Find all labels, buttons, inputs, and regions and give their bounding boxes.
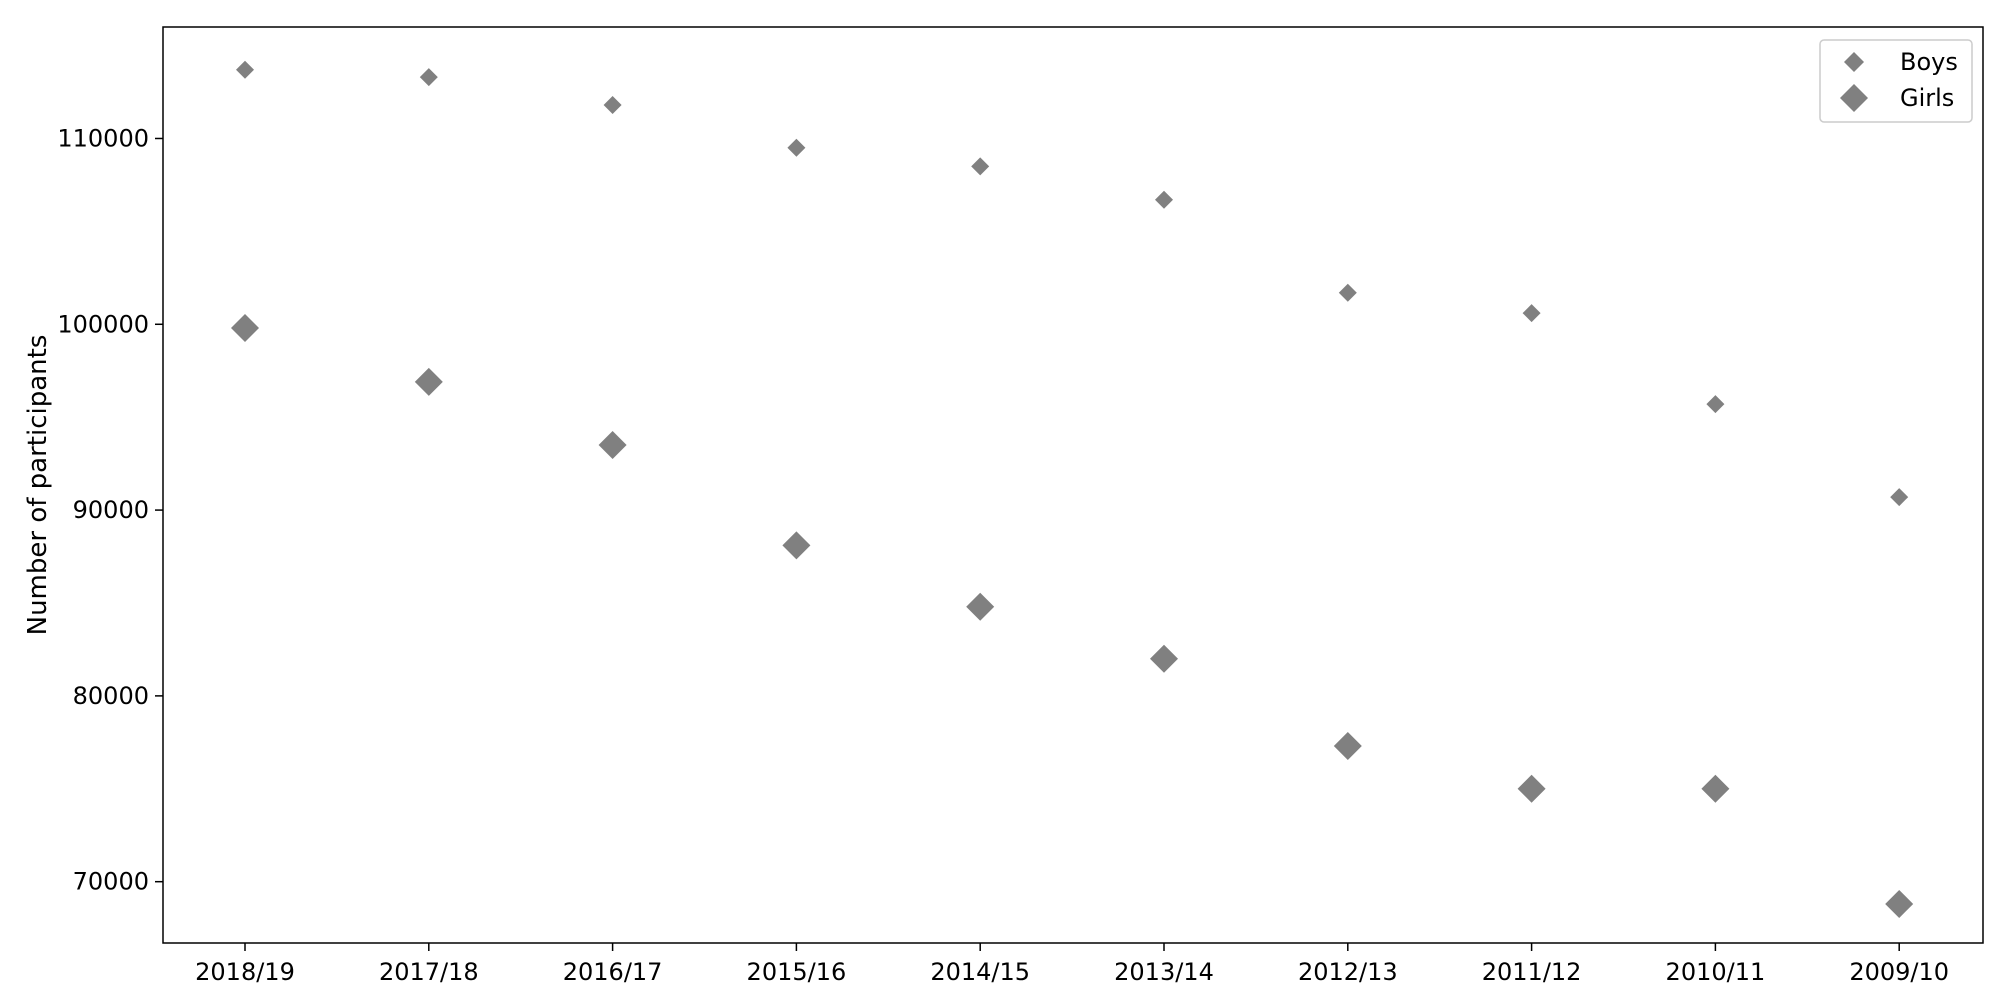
- legend-girls-label: Girls: [1900, 84, 1954, 112]
- x-tick-label: 2015/16: [747, 958, 847, 986]
- boys-data-point: [971, 157, 990, 176]
- boys-data-point: [1706, 395, 1725, 414]
- boys-data-point: [787, 138, 806, 157]
- y-tick-label: 100000: [57, 310, 149, 338]
- x-tick-label: 2018/19: [195, 958, 295, 986]
- x-tick-label: 2016/17: [563, 958, 663, 986]
- girls-data-point: [966, 592, 995, 621]
- girls-data-point: [598, 431, 627, 460]
- boys-data-point: [419, 68, 438, 87]
- x-tick-label: 2010/11: [1666, 958, 1766, 986]
- y-tick-label: 80000: [73, 682, 149, 710]
- boys-data-point: [1522, 304, 1541, 323]
- legend-girls-marker: [1840, 84, 1868, 112]
- y-tick-label: 110000: [57, 124, 149, 152]
- points-layer: [231, 60, 1914, 918]
- girls-data-point: [782, 531, 811, 560]
- x-tick-label: 2017/18: [379, 958, 479, 986]
- y-axis-label: Number of participants: [23, 335, 53, 636]
- girls-data-point: [1885, 889, 1914, 918]
- x-tick-label: 2012/13: [1298, 958, 1398, 986]
- girls-data-point: [231, 313, 259, 342]
- legend-boys-marker: [1844, 52, 1864, 72]
- boys-data-point: [236, 60, 254, 79]
- boys-data-point: [603, 96, 622, 115]
- girls-data-point: [414, 367, 443, 396]
- y-tick-label: 70000: [73, 868, 149, 896]
- boys-data-point: [1155, 190, 1173, 209]
- legend-boys-label: Boys: [1900, 48, 1958, 76]
- x-tick-label: 2011/12: [1482, 958, 1582, 986]
- boys-data-point: [1338, 283, 1357, 302]
- girls-data-point: [1517, 774, 1546, 803]
- girls-data-point: [1150, 644, 1178, 673]
- x-tick-label: 2014/15: [930, 958, 1030, 986]
- girls-data-point: [1701, 774, 1730, 803]
- ticks-layer: 2018/19 2017/18 2016/17 2015/16 2014/15 2013/…: [57, 124, 1949, 986]
- legend: Boys Girls: [1819, 39, 1973, 123]
- plot-area-frame: [162, 26, 1984, 944]
- x-tick-label: 2013/14: [1114, 958, 1214, 986]
- x-tick-label: 2009/10: [1849, 958, 1949, 986]
- boys-data-point: [1890, 488, 1909, 507]
- girls-data-point: [1333, 732, 1362, 761]
- y-tick-label: 90000: [73, 496, 149, 524]
